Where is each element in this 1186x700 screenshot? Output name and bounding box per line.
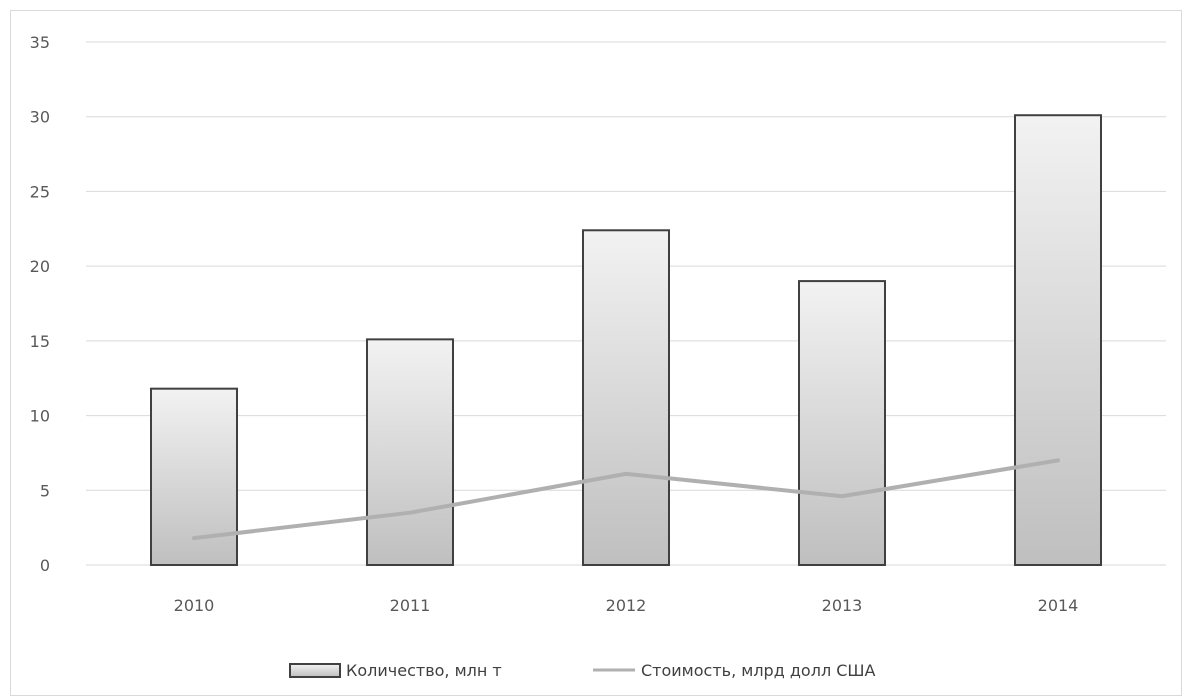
legend: Количество, млн т Стоимость, млрд долл С…: [289, 661, 876, 680]
y-tick-label: 30: [30, 108, 50, 127]
legend-line-label: Стоимость, млрд долл США: [641, 661, 876, 680]
line-series: [192, 458, 1060, 541]
y-axis-ticks: 0 5 10 15 20 25 30 35: [30, 33, 50, 575]
bar-2013: [798, 280, 886, 566]
y-tick-label: 5: [40, 481, 50, 500]
y-tick-label: 35: [30, 33, 50, 52]
x-tick-label: 2013: [822, 596, 863, 615]
bars: [150, 114, 1102, 566]
x-axis-ticks: 2010 2011 2012 2013 2014: [174, 596, 1079, 615]
x-tick-label: 2010: [174, 596, 215, 615]
bar-2011: [366, 338, 454, 566]
legend-bar-label: Количество, млн т: [346, 661, 502, 680]
bar-2012: [582, 229, 670, 566]
x-tick-label: 2012: [606, 596, 647, 615]
line-series-cost: [192, 458, 1060, 541]
legend-bar-swatch: [289, 663, 341, 678]
bar-2014: [1014, 114, 1102, 566]
y-tick-label: 20: [30, 257, 50, 276]
y-tick-label: 15: [30, 332, 50, 351]
y-tick-label: 10: [30, 407, 50, 426]
x-tick-label: 2014: [1038, 596, 1079, 615]
y-tick-label: 0: [40, 556, 50, 575]
y-tick-label: 25: [30, 182, 50, 201]
x-tick-label: 2011: [390, 596, 431, 615]
